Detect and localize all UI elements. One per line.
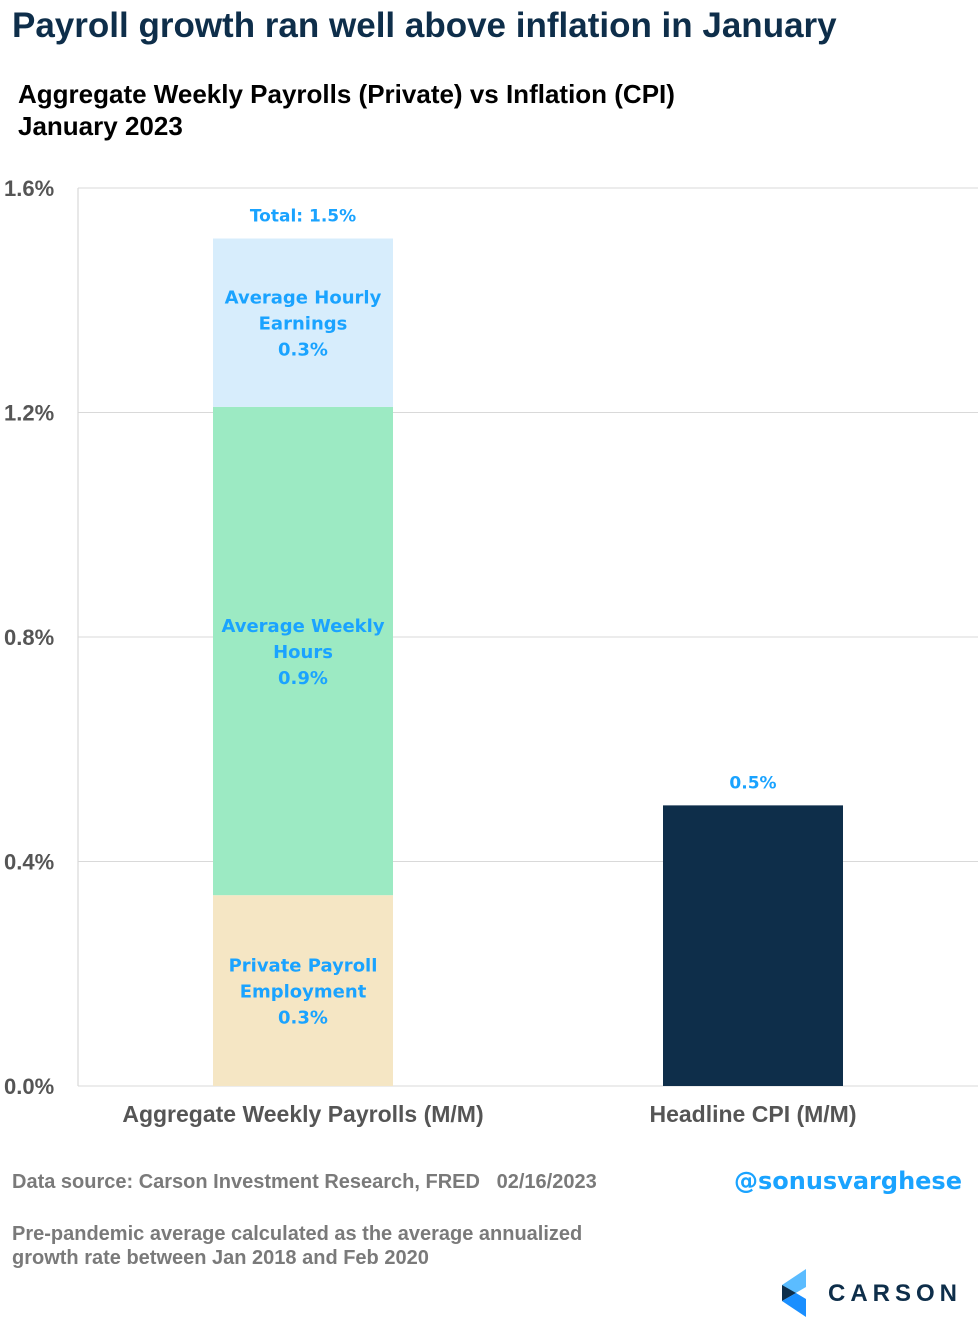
- segment-label: 0.3%: [278, 1008, 328, 1029]
- y-tick-label: 0.0%: [4, 1074, 54, 1099]
- bar-segment: [213, 238, 393, 407]
- chart: 0.0% 0.4% 0.8% 1.2% 1.6% Private Payroll Emplo…: [4, 176, 978, 1127]
- bar-total-label: Total: 1.5%: [250, 207, 356, 227]
- y-tick-label: 1.2%: [4, 401, 54, 426]
- y-tick-label: 0.4%: [4, 850, 54, 875]
- footnote: Pre-pandemic average calculated as the a…: [12, 1223, 583, 1269]
- chart-subtitle: Aggregate Weekly Payrolls (Private) vs I…: [18, 78, 675, 142]
- y-tick-label: 1.6%: [4, 176, 54, 201]
- svg-text:CARSON: CARSON: [828, 1280, 962, 1307]
- bar-segment: [213, 406, 393, 896]
- bar-total-label: 0.5%: [729, 773, 776, 793]
- segment-label: Earnings: [259, 314, 348, 335]
- data-source: Data source: Carson Investment Research,…: [12, 1171, 597, 1193]
- bar-segment: [663, 805, 843, 1086]
- headline: Payroll growth ran well above inflation …: [12, 6, 837, 45]
- segment-label: Private Payroll: [229, 956, 378, 977]
- segment-label: Average Hourly: [225, 288, 382, 309]
- y-tick-label: 0.8%: [4, 625, 54, 650]
- segment-label: Hours: [273, 642, 333, 663]
- segment-label: 0.3%: [278, 340, 328, 361]
- x-category-label: Headline CPI (M/M): [649, 1101, 856, 1127]
- segment-label: Employment: [240, 982, 367, 1003]
- carson-logo: CARSON: [782, 1269, 962, 1317]
- twitter-handle: @sonusvarghese: [733, 1167, 962, 1195]
- bar-segment: [213, 895, 393, 1086]
- x-category-label: Aggregate Weekly Payrolls (M/M): [122, 1101, 483, 1127]
- segment-label: 0.9%: [278, 668, 328, 689]
- subtitle-line-1: Aggregate Weekly Payrolls (Private) vs I…: [18, 79, 675, 109]
- segment-label: Average Weekly: [221, 616, 384, 637]
- subtitle-line-2: January 2023: [18, 111, 183, 141]
